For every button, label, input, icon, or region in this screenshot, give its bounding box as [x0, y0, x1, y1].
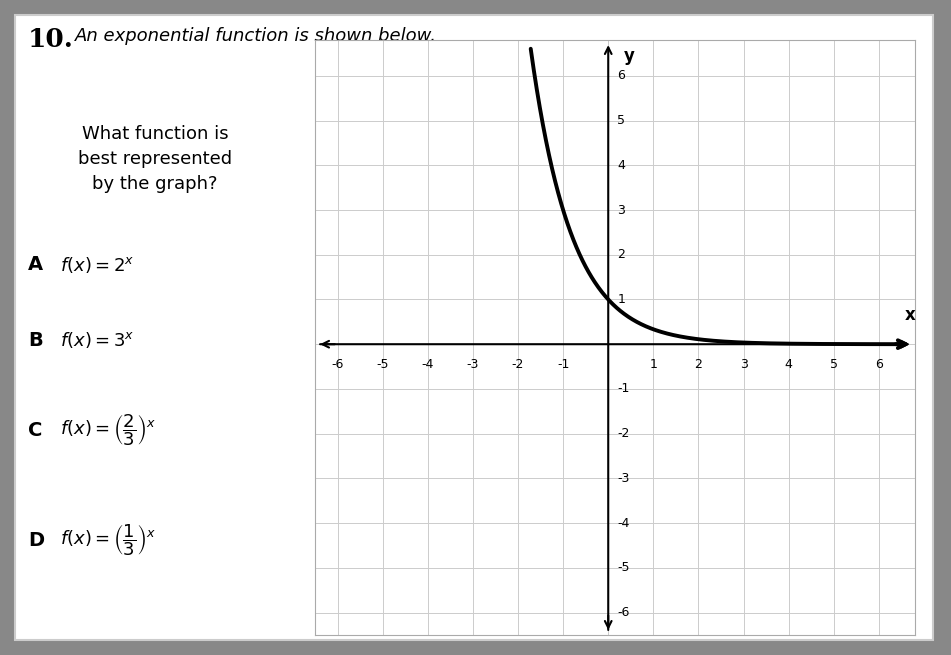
Text: 3: 3: [617, 204, 625, 217]
Text: -6: -6: [617, 606, 630, 619]
Text: -1: -1: [617, 383, 630, 396]
Text: 2: 2: [617, 248, 625, 261]
Text: -5: -5: [617, 561, 630, 574]
Text: -1: -1: [557, 358, 570, 371]
Text: C: C: [28, 421, 43, 440]
Text: D: D: [28, 531, 44, 550]
Text: -4: -4: [617, 517, 630, 530]
Text: -5: -5: [377, 358, 389, 371]
Text: 1: 1: [650, 358, 657, 371]
Text: What function is
best represented
by the graph?: What function is best represented by the…: [78, 125, 232, 193]
Text: y: y: [624, 47, 635, 65]
Text: 6: 6: [617, 69, 625, 83]
Text: -3: -3: [617, 472, 630, 485]
Text: $f(x) = 2^x$: $f(x) = 2^x$: [60, 255, 134, 275]
Text: 5: 5: [830, 358, 838, 371]
Text: A: A: [28, 255, 43, 274]
Text: 5: 5: [617, 114, 625, 127]
Text: 2: 2: [694, 358, 703, 371]
Text: 6: 6: [875, 358, 883, 371]
Text: -6: -6: [331, 358, 343, 371]
Text: $f(x) = 3^x$: $f(x) = 3^x$: [60, 330, 134, 350]
Text: -4: -4: [421, 358, 434, 371]
Text: 3: 3: [740, 358, 747, 371]
Text: 4: 4: [785, 358, 792, 371]
Text: B: B: [28, 331, 43, 350]
Text: 4: 4: [617, 159, 625, 172]
Text: x: x: [905, 306, 916, 324]
Text: 10.: 10.: [28, 27, 74, 52]
FancyBboxPatch shape: [15, 15, 933, 640]
Text: An exponential function is shown below.: An exponential function is shown below.: [75, 27, 437, 45]
Text: $f(x) = \left(\dfrac{2}{3}\right)^x$: $f(x) = \left(\dfrac{2}{3}\right)^x$: [60, 412, 156, 448]
Text: $f(x) = \left(\dfrac{1}{3}\right)^x$: $f(x) = \left(\dfrac{1}{3}\right)^x$: [60, 522, 156, 558]
Text: -2: -2: [617, 427, 630, 440]
Text: -3: -3: [467, 358, 479, 371]
Text: -2: -2: [512, 358, 524, 371]
Text: 1: 1: [617, 293, 625, 306]
